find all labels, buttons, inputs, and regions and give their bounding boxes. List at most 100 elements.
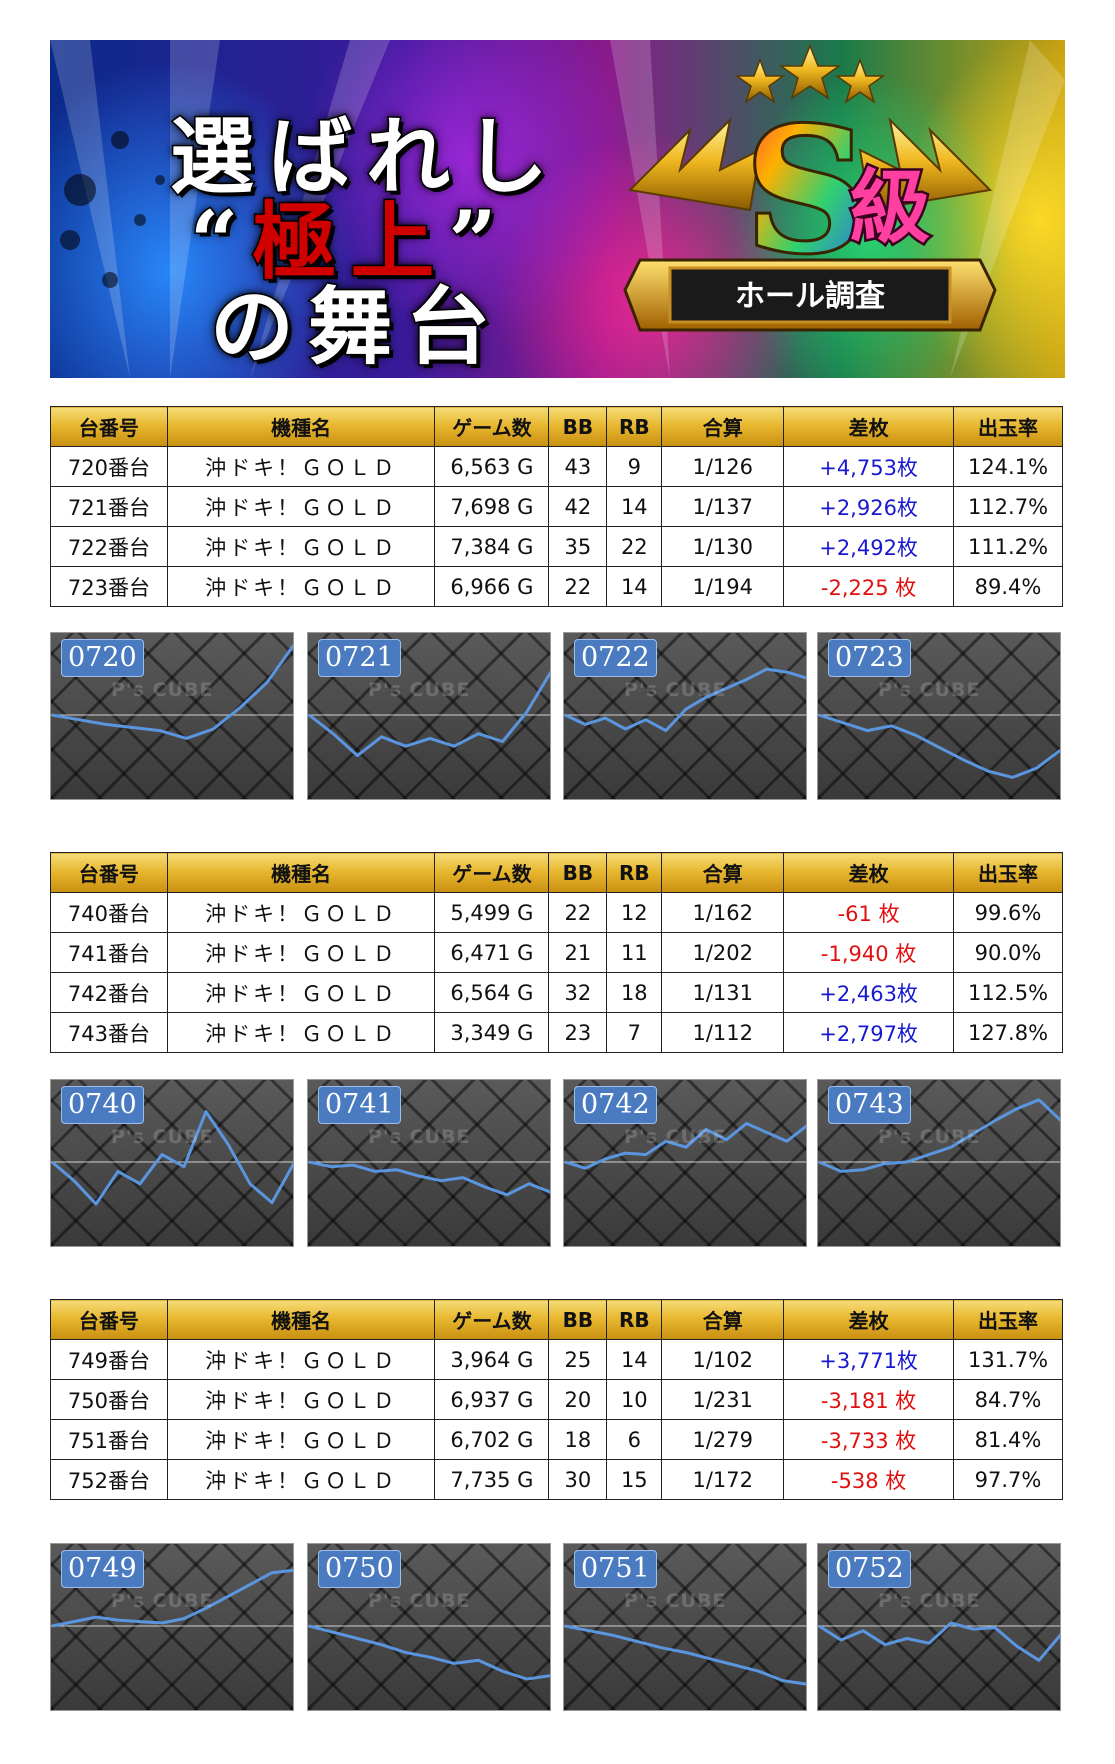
unit-cell: 752番台 bbox=[50, 1459, 168, 1500]
table-row: 743番台 沖ドキ！ＧＯＬＤ 3,349 G 23 7 1/112 +2,797… bbox=[50, 1012, 1063, 1053]
model-cell: 沖ドキ！ＧＯＬＤ bbox=[166, 1419, 436, 1460]
games-cell: 5,499 G bbox=[434, 892, 550, 933]
header-rate: 出玉率 bbox=[953, 1299, 1063, 1340]
header-unit: 台番号 bbox=[50, 1299, 168, 1340]
unit-cell: 743番台 bbox=[50, 1012, 168, 1053]
header-diff: 差枚 bbox=[783, 852, 954, 893]
graph-label: 0740 bbox=[61, 1086, 144, 1124]
graph-label: 0721 bbox=[318, 639, 401, 677]
slump-graph bbox=[564, 667, 806, 733]
header-combined: 合算 bbox=[661, 406, 785, 447]
graph-panel: P's CUBE 0752 bbox=[817, 1543, 1061, 1711]
header-games: ゲーム数 bbox=[434, 406, 550, 447]
graph-panel: P's CUBE 0722 bbox=[563, 632, 807, 800]
bb-cell: 35 bbox=[548, 526, 608, 567]
diff-cell: -61 枚 bbox=[783, 892, 954, 933]
table-row: 721番台 沖ドキ！ＧＯＬＤ 7,698 G 42 14 1/137 +2,92… bbox=[50, 486, 1063, 527]
games-cell: 3,964 G bbox=[434, 1339, 550, 1380]
combined-cell: 1/172 bbox=[661, 1459, 785, 1500]
table-row: 720番台 沖ドキ！ＧＯＬＤ 6,563 G 43 9 1/126 +4,753… bbox=[50, 446, 1063, 487]
model-cell: 沖ドキ！ＧＯＬＤ bbox=[166, 526, 436, 567]
slump-graph bbox=[51, 1110, 293, 1206]
slump-graph bbox=[51, 1568, 293, 1628]
slump-graph bbox=[308, 1624, 550, 1681]
graph-label: 0751 bbox=[574, 1550, 657, 1588]
slump-line bbox=[564, 1122, 806, 1170]
table-header-row: 台番号 機種名 ゲーム数 BB RB 合算 差枚 出玉率 bbox=[50, 852, 1063, 893]
quote-close: ” bbox=[447, 191, 511, 293]
table-row: 742番台 沖ドキ！ＧＯＬＤ 6,564 G 32 18 1/131 +2,46… bbox=[50, 972, 1063, 1013]
hero-banner: 選ばれし “極上” の舞台 S 級 ホール調査 bbox=[50, 40, 1065, 378]
watermark: P's CUBE bbox=[368, 1590, 471, 1612]
table-row: 741番台 沖ドキ！ＧＯＬＤ 6,471 G 21 11 1/202 -1,94… bbox=[50, 932, 1063, 973]
header-rb: RB bbox=[606, 852, 663, 893]
graph-panel: P's CUBE 0751 bbox=[563, 1543, 807, 1711]
header-rate: 出玉率 bbox=[953, 852, 1063, 893]
header-bb: BB bbox=[548, 1299, 608, 1340]
diff-cell: -3,181 枚 bbox=[783, 1379, 954, 1420]
stats-table-group-2: 台番号 機種名 ゲーム数 BB RB 合算 差枚 出玉率 740番台 沖ドキ！Ｇ… bbox=[50, 852, 1063, 1053]
slump-graph bbox=[308, 1160, 550, 1197]
banner-highlight-word: 極上 bbox=[251, 191, 449, 293]
header-bb: BB bbox=[548, 406, 608, 447]
diff-cell: -2,225 枚 bbox=[783, 566, 954, 607]
unit-cell: 741番台 bbox=[50, 932, 168, 973]
banner-title-line1: 選ばれし bbox=[168, 106, 563, 208]
combined-cell: 1/194 bbox=[661, 566, 785, 607]
rb-cell: 22 bbox=[606, 526, 663, 567]
slump-graph bbox=[818, 1098, 1060, 1173]
model-cell: 沖ドキ！ＧＯＬＤ bbox=[166, 1339, 436, 1380]
combined-cell: 1/126 bbox=[661, 446, 785, 487]
games-cell: 7,698 G bbox=[434, 486, 550, 527]
unit-cell: 721番台 bbox=[50, 486, 168, 527]
header-combined: 合算 bbox=[661, 1299, 785, 1340]
unit-cell: 751番台 bbox=[50, 1419, 168, 1460]
graph-panel: P's CUBE 0743 bbox=[817, 1079, 1061, 1247]
slump-line bbox=[51, 1110, 293, 1206]
header-games: ゲーム数 bbox=[434, 1299, 550, 1340]
combined-cell: 1/231 bbox=[661, 1379, 785, 1420]
bb-cell: 42 bbox=[548, 486, 608, 527]
rate-cell: 81.4% bbox=[953, 1419, 1063, 1460]
diff-cell: -538 枚 bbox=[783, 1459, 954, 1500]
slump-line bbox=[308, 1160, 550, 1197]
bb-cell: 25 bbox=[548, 1339, 608, 1380]
graph-label: 0741 bbox=[318, 1086, 401, 1124]
combined-cell: 1/279 bbox=[661, 1419, 785, 1460]
header-rate: 出玉率 bbox=[953, 406, 1063, 447]
table-row: 723番台 沖ドキ！ＧＯＬＤ 6,966 G 22 14 1/194 -2,22… bbox=[50, 566, 1063, 607]
unit-cell: 749番台 bbox=[50, 1339, 168, 1380]
graph-panel: P's CUBE 0741 bbox=[307, 1079, 551, 1247]
banner-title-line2: “極上” bbox=[188, 175, 511, 296]
graph-label: 0743 bbox=[828, 1086, 911, 1124]
slump-graph bbox=[818, 1621, 1060, 1662]
bb-cell: 32 bbox=[548, 972, 608, 1013]
watermark: P's CUBE bbox=[368, 1126, 471, 1148]
rate-cell: 112.5% bbox=[953, 972, 1063, 1013]
model-cell: 沖ドキ！ＧＯＬＤ bbox=[166, 972, 436, 1013]
header-rb: RB bbox=[606, 406, 663, 447]
bb-cell: 22 bbox=[548, 892, 608, 933]
model-cell: 沖ドキ！ＧＯＬＤ bbox=[166, 1012, 436, 1053]
combined-cell: 1/131 bbox=[661, 972, 785, 1013]
slump-line bbox=[51, 1568, 293, 1628]
graph-label: 0723 bbox=[828, 639, 911, 677]
model-cell: 沖ドキ！ＧＯＬＤ bbox=[166, 932, 436, 973]
slump-line bbox=[564, 1624, 806, 1686]
bb-cell: 30 bbox=[548, 1459, 608, 1500]
graph-panel: P's CUBE 0721 bbox=[307, 632, 551, 800]
header-model: 機種名 bbox=[166, 1299, 436, 1340]
slump-graph bbox=[308, 670, 550, 758]
games-cell: 6,937 G bbox=[434, 1379, 550, 1420]
slump-line bbox=[51, 643, 293, 740]
rb-cell: 7 bbox=[606, 1012, 663, 1053]
slump-graph bbox=[564, 1122, 806, 1170]
rate-cell: 97.7% bbox=[953, 1459, 1063, 1500]
s-class-badge: S 級 ホール調査 bbox=[623, 43, 997, 332]
model-cell: 沖ドキ！ＧＯＬＤ bbox=[166, 1379, 436, 1420]
graph-label: 0720 bbox=[61, 639, 144, 677]
games-cell: 7,384 G bbox=[434, 526, 550, 567]
unit-cell: 722番台 bbox=[50, 526, 168, 567]
rate-cell: 131.7% bbox=[953, 1339, 1063, 1380]
watermark: P's CUBE bbox=[624, 679, 727, 701]
